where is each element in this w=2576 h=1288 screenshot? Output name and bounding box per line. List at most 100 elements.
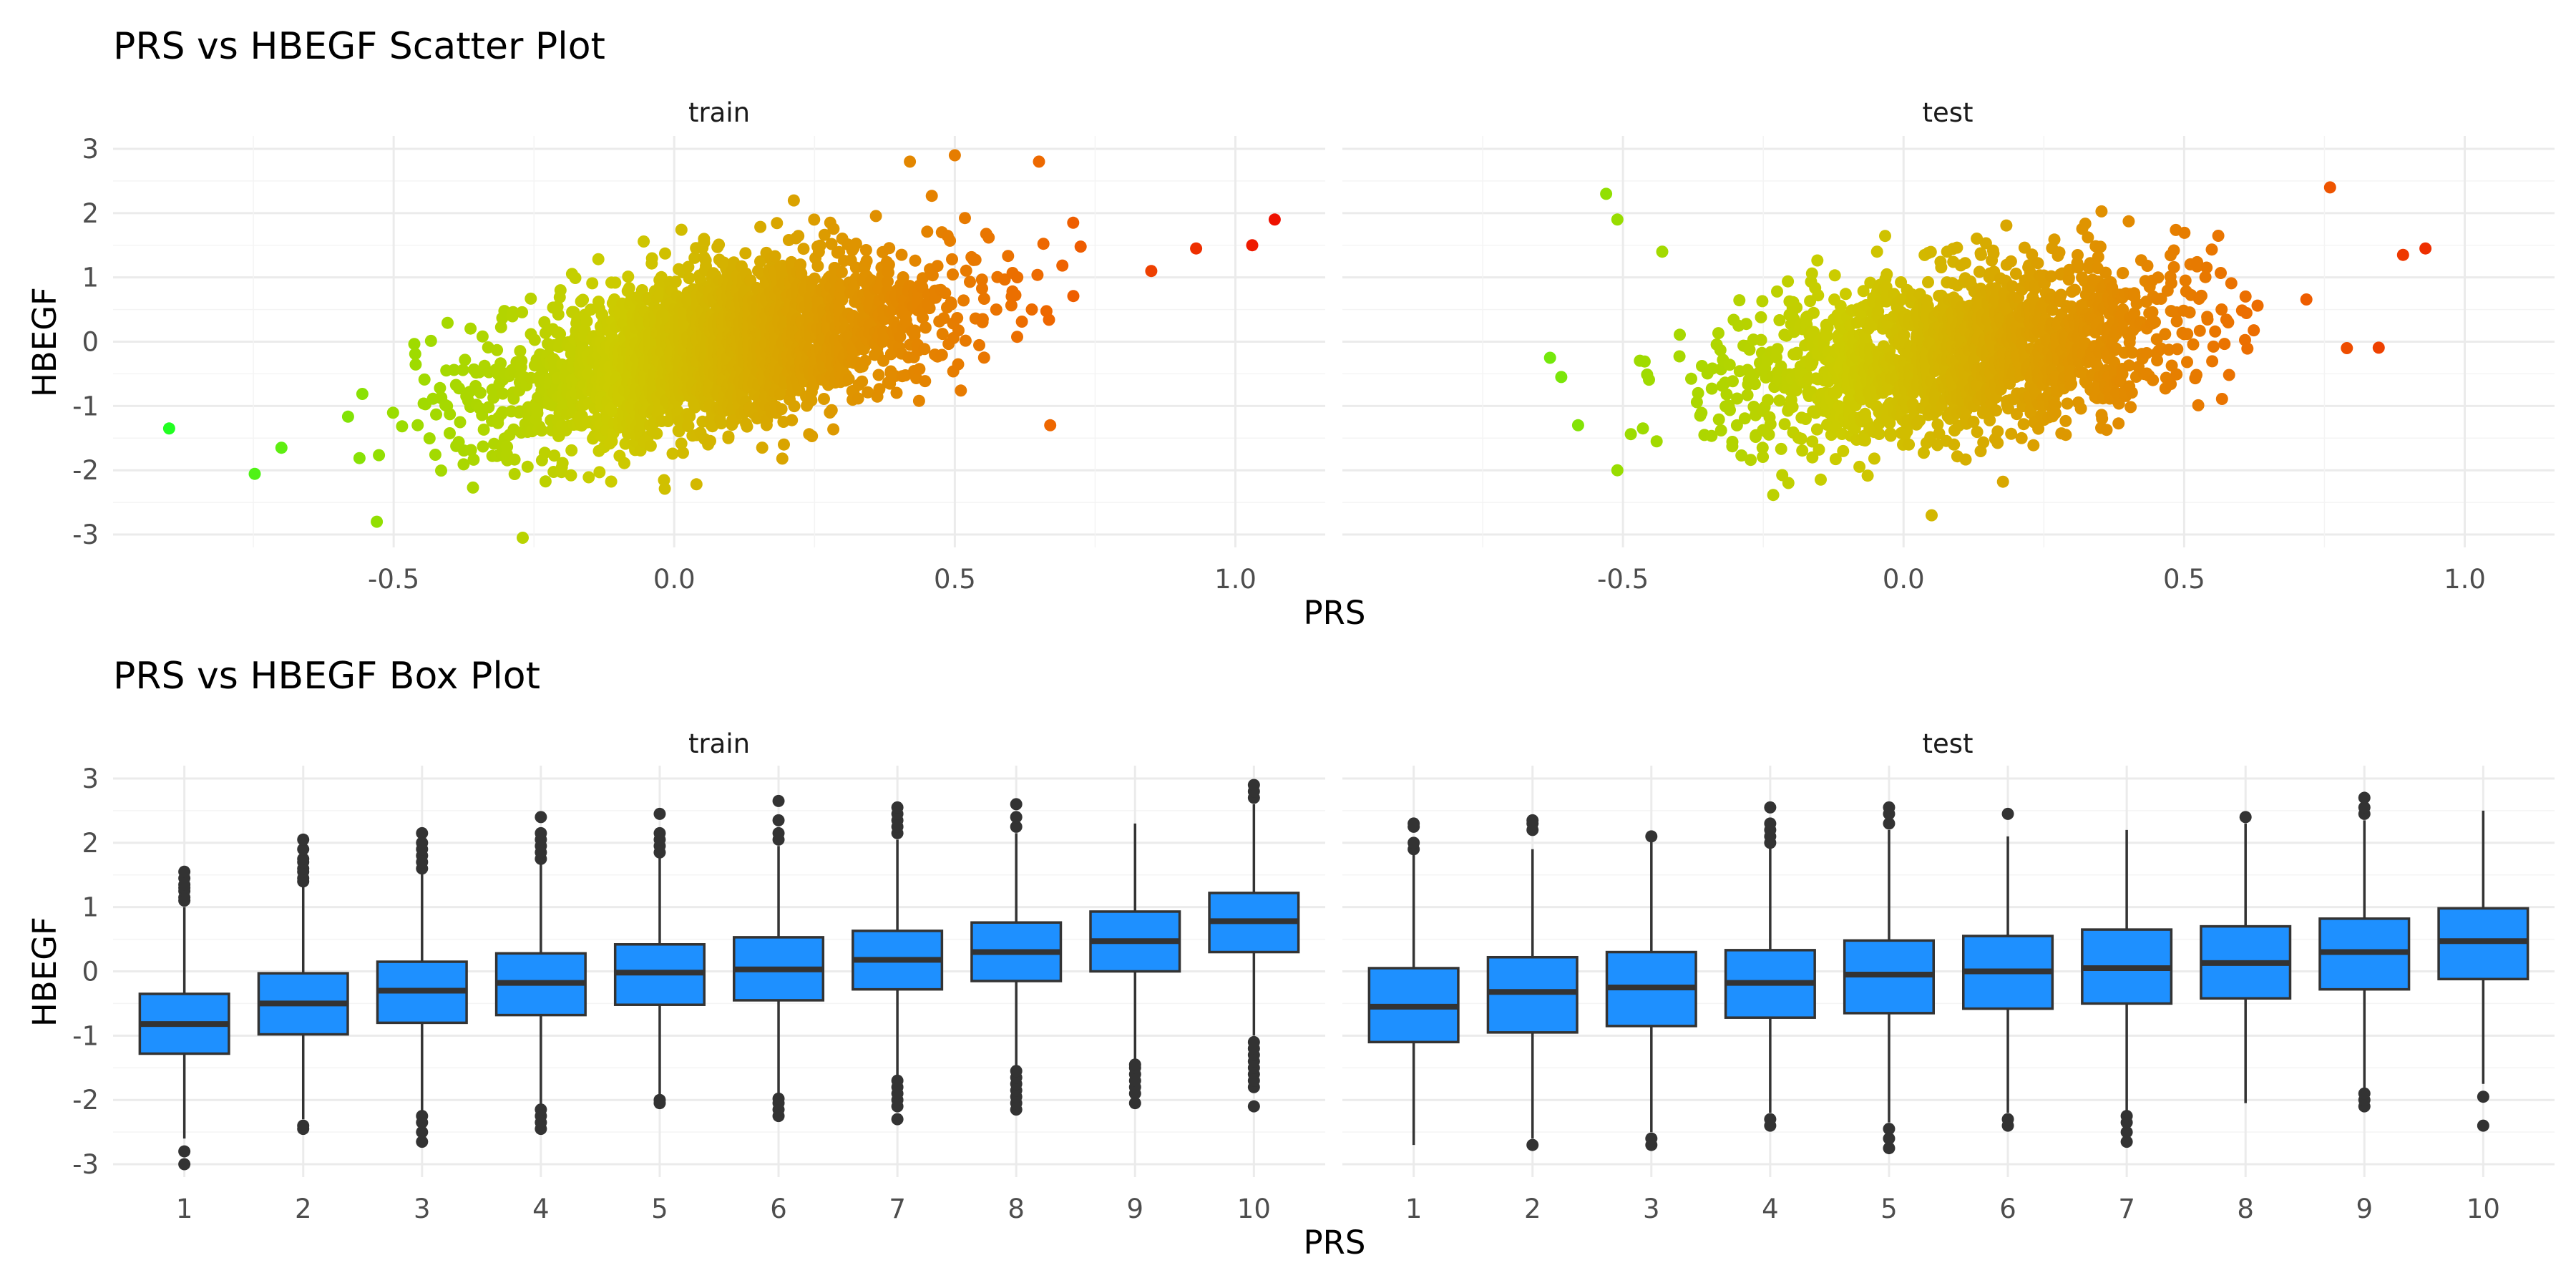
scatter-point <box>973 338 985 351</box>
scatter-point <box>895 248 908 261</box>
box-outlier <box>1645 1132 1658 1145</box>
scatter-point <box>2130 298 2143 310</box>
scatter-point <box>1074 240 1087 253</box>
scatter-point <box>1624 428 1637 441</box>
box-outlier <box>1010 798 1023 811</box>
box-outlier <box>1010 820 1023 833</box>
box-outlier <box>2120 1110 2133 1123</box>
scatter-point <box>2170 315 2183 328</box>
scatter-point <box>827 423 840 436</box>
scatter-point <box>658 482 671 495</box>
scatter-point <box>849 238 862 250</box>
scatter-point <box>1771 285 1783 298</box>
scatter-point <box>976 313 989 326</box>
scatter-point <box>977 293 990 305</box>
scatter-point <box>976 282 988 295</box>
scatter-point <box>496 406 509 419</box>
scatter-point <box>1731 392 1744 405</box>
scatter-point <box>1727 375 1739 388</box>
scatter-point <box>946 253 958 265</box>
x-tick-label: 6 <box>1999 1194 2016 1224</box>
box-outlier <box>1883 801 1896 814</box>
scatter-point <box>936 328 949 341</box>
scatter-point <box>897 271 909 283</box>
scatter-point <box>487 391 500 404</box>
scatter-point <box>1067 290 1080 303</box>
scatter-point <box>2094 240 2107 253</box>
scatter-point <box>539 475 552 488</box>
scatter-point <box>1726 436 1739 448</box>
y-tick-label: 2 <box>82 198 99 229</box>
scatter-point <box>1730 419 1743 431</box>
scatter-point <box>1031 268 1044 281</box>
scatter-point <box>825 238 838 250</box>
scatter-point <box>957 294 970 307</box>
x-tick-label: 6 <box>770 1194 787 1224</box>
y-tick-label: -2 <box>72 1085 99 1116</box>
scatter-point <box>1043 313 1055 326</box>
scatter-point <box>1695 406 1708 419</box>
scatter-point <box>1922 275 1934 288</box>
scatter-point <box>2239 290 2252 303</box>
scatter-point <box>883 242 896 255</box>
scatter-point <box>548 449 561 462</box>
scatter-point <box>939 287 952 300</box>
scatter-point <box>1673 350 1686 363</box>
scatter-point <box>441 316 454 329</box>
scatter-point <box>959 334 972 347</box>
scatter-point <box>2159 328 2172 341</box>
scatter-point <box>1987 247 2000 260</box>
scatter-point <box>1926 509 1938 522</box>
scatter-point <box>1815 473 1827 486</box>
scatter-point <box>923 302 936 315</box>
scatter-point <box>2128 307 2141 320</box>
scatter-point <box>2072 249 2084 261</box>
scatter-point <box>2212 230 2225 242</box>
scatter-point <box>508 468 521 480</box>
x-tick-label: 0.0 <box>1883 564 1925 595</box>
scatter-point <box>2140 347 2153 359</box>
scatter-point <box>474 386 487 399</box>
scatter-point <box>2069 283 2082 296</box>
scatter-point <box>1977 436 1990 449</box>
box-strip-label-train: train <box>688 728 750 759</box>
scatter-point <box>423 432 436 445</box>
x-tick-label: -0.5 <box>368 564 419 595</box>
scatter-point <box>797 243 810 255</box>
scatter-point <box>1611 213 1624 226</box>
scatter-point <box>775 386 788 399</box>
scatter-point <box>856 375 869 388</box>
scatter-point <box>2191 255 2203 268</box>
scatter-point <box>1800 413 1812 425</box>
scatter-point <box>917 311 929 324</box>
box-outlier <box>2001 1113 2014 1126</box>
scatter-point <box>2165 277 2177 290</box>
scatter-point <box>552 308 565 321</box>
scatter-point <box>275 441 288 454</box>
scatter-point <box>341 410 354 423</box>
scatter-point <box>818 228 831 241</box>
scatter-point <box>1811 254 1824 267</box>
scatter-point <box>605 475 618 488</box>
scatter-point <box>482 401 495 414</box>
x-tick-label: 1 <box>1405 1194 1423 1224</box>
scatter-point <box>1861 469 1874 482</box>
scatter-point <box>1859 434 1871 447</box>
scatter-point <box>516 306 529 318</box>
scatter-point <box>535 424 548 437</box>
scatter-point <box>521 460 534 473</box>
scatter-point <box>688 251 701 264</box>
scatter-point <box>454 416 467 429</box>
scatter-point <box>1571 419 1584 431</box>
scatter-point <box>1880 268 1893 280</box>
scatter-point <box>921 225 934 238</box>
scatter-point <box>1959 453 1972 466</box>
scatter-point <box>1767 489 1780 502</box>
scatter-point <box>507 306 519 318</box>
scatter-point <box>675 223 688 236</box>
x-tick-label: 2 <box>295 1194 312 1224</box>
y-tick-label: -2 <box>72 455 99 486</box>
scatter-point <box>1636 422 1649 435</box>
scatter-point <box>1958 257 1971 270</box>
